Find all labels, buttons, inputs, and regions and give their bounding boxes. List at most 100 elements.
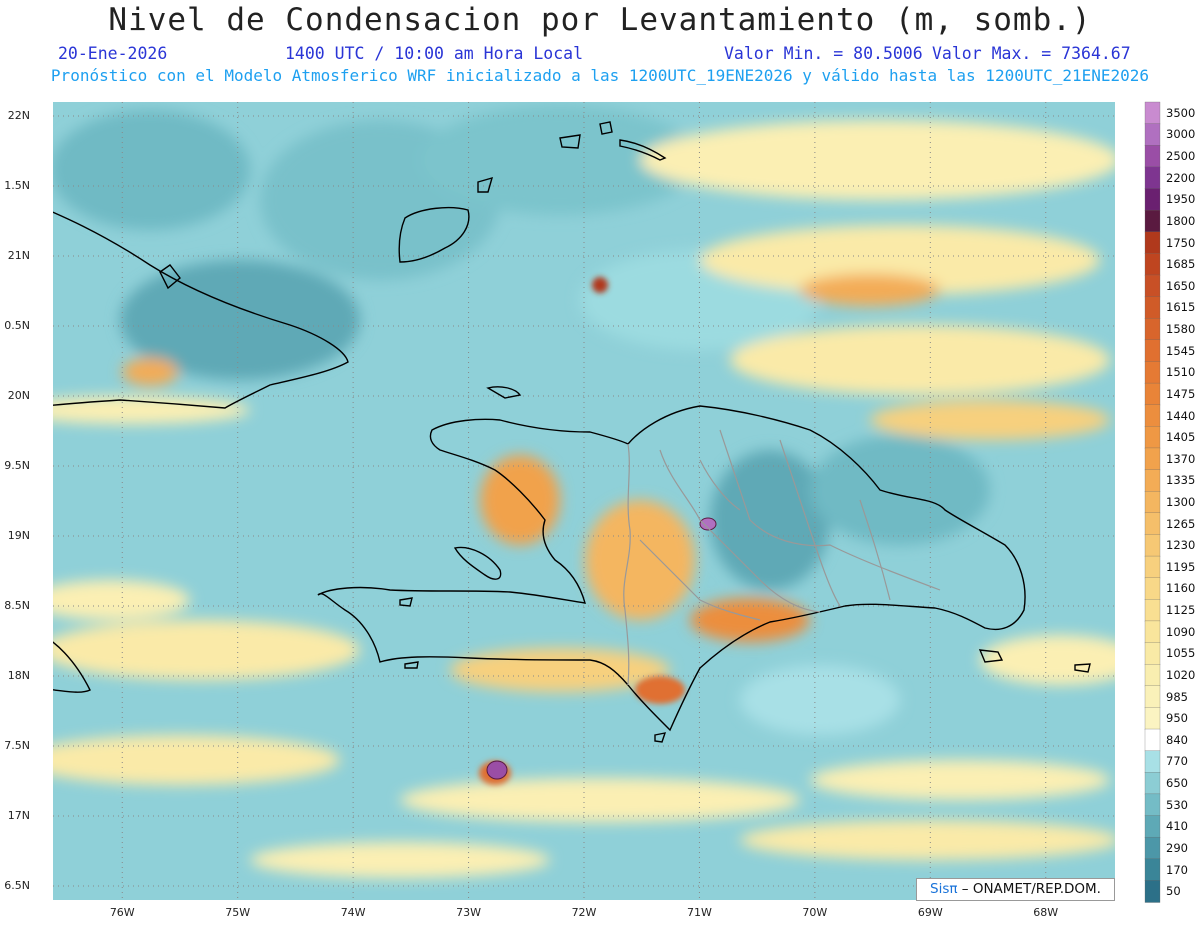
legend-level-label: 650 xyxy=(1166,776,1188,791)
longitude-label: 68W xyxy=(1033,906,1059,919)
legend-swatch xyxy=(1144,685,1161,709)
longitude-label: 74W xyxy=(340,906,366,919)
legend-level-label: 1580 xyxy=(1166,322,1196,337)
legend-swatch xyxy=(1144,880,1161,903)
legend-swatch xyxy=(1144,793,1161,817)
latitude-label: 19N xyxy=(7,529,30,542)
legend-swatch xyxy=(1144,815,1161,838)
legend-level-label: 3500 xyxy=(1166,105,1196,120)
legend-swatch xyxy=(1144,188,1161,211)
legend-level-label: 1615 xyxy=(1166,300,1196,315)
legend-level-label: 2500 xyxy=(1166,149,1196,164)
grid-lines xyxy=(53,102,1115,900)
legend-level-label: 1265 xyxy=(1166,516,1196,531)
valid-date: 20-Ene-2026 xyxy=(58,44,168,63)
color-legend xyxy=(1144,101,1161,903)
longitude-label: 71W xyxy=(686,906,712,919)
latitude-label: 18N xyxy=(7,669,30,682)
legend-swatch xyxy=(1144,361,1161,384)
legend-swatch xyxy=(1144,209,1161,233)
legend-level-label: 1750 xyxy=(1166,235,1196,250)
latitude-label: 20N xyxy=(7,389,30,402)
legend-level-label: 1160 xyxy=(1166,581,1196,596)
coastlines xyxy=(53,121,1091,743)
legend-swatch xyxy=(1144,253,1161,276)
latitude-label: 1.5N xyxy=(4,179,30,192)
legend-swatch xyxy=(1144,469,1161,492)
legend-level-label: 1545 xyxy=(1166,343,1196,358)
legend-level-label: 1020 xyxy=(1166,667,1196,682)
legend-swatch xyxy=(1144,664,1161,687)
legend-level-label: 3000 xyxy=(1166,127,1196,142)
legend-swatch xyxy=(1144,707,1161,730)
latitude-label: 22N xyxy=(7,109,30,122)
credit-org: – ONAMET/REP.DOM. xyxy=(957,881,1101,897)
legend-level-label: 290 xyxy=(1166,840,1188,855)
legend-swatch xyxy=(1144,339,1161,363)
sispi-logo-text: Sisπ xyxy=(930,881,958,897)
legend-swatch xyxy=(1144,101,1161,125)
longitude-label: 70W xyxy=(802,906,828,919)
legend-swatch xyxy=(1144,447,1161,471)
legend-level-label: 1335 xyxy=(1166,473,1196,488)
latitude-label: 21N xyxy=(7,249,30,262)
legend-swatch xyxy=(1144,836,1161,860)
legend-level-label: 770 xyxy=(1166,754,1188,769)
legend-swatch xyxy=(1144,534,1161,557)
lcl-shading xyxy=(53,105,1115,878)
legend-level-label: 1475 xyxy=(1166,386,1196,401)
province-boundaries xyxy=(623,429,941,686)
legend-swatch xyxy=(1144,404,1161,427)
max-value: Valor Max. = 7364.67 xyxy=(932,44,1131,63)
legend-level-label: 1405 xyxy=(1166,430,1196,445)
longitude-label: 76W xyxy=(109,906,135,919)
latitude-label: 0.5N xyxy=(4,319,30,332)
legend-swatch xyxy=(1144,642,1161,665)
latitude-label: 7.5N xyxy=(4,739,30,752)
legend-swatch xyxy=(1144,166,1161,190)
legend-swatch xyxy=(1144,145,1161,168)
legend-level-label: 1650 xyxy=(1166,278,1196,293)
latitude-label: 8.5N xyxy=(4,599,30,612)
legend-swatch xyxy=(1144,123,1161,146)
legend-swatch xyxy=(1144,318,1161,341)
legend-level-label: 1055 xyxy=(1166,646,1196,661)
legend-level-label: 840 xyxy=(1166,732,1188,747)
legend-level-label: 985 xyxy=(1166,689,1188,704)
map-title: Nivel de Condensacion por Levantamiento … xyxy=(108,2,1092,38)
legend-level-label: 50 xyxy=(1166,884,1181,899)
legend-swatch xyxy=(1144,555,1161,579)
legend-level-label: 1440 xyxy=(1166,408,1196,423)
latitude-label: 17N xyxy=(7,809,30,822)
legend-level-label: 530 xyxy=(1166,797,1188,812)
legend-level-label: 1125 xyxy=(1166,603,1196,618)
min-value: Valor Min. = 80.5006 xyxy=(724,44,923,63)
legend-level-label: 1300 xyxy=(1166,495,1196,509)
legend-swatch xyxy=(1144,750,1161,773)
longitude-label: 69W xyxy=(917,906,943,919)
longitude-label: 73W xyxy=(456,906,481,919)
legend-level-label: 1510 xyxy=(1166,365,1196,380)
legend-level-label: 410 xyxy=(1166,819,1188,834)
legend-level-label: 170 xyxy=(1166,862,1188,877)
legend-level-label: 1195 xyxy=(1166,559,1196,574)
legend-swatch xyxy=(1144,296,1161,319)
legend-swatch xyxy=(1144,382,1161,406)
legend-level-label: 1950 xyxy=(1166,192,1196,207)
legend-swatch xyxy=(1144,728,1161,752)
legend-level-label: 1230 xyxy=(1166,538,1196,553)
legend-level-label: 1685 xyxy=(1166,257,1196,272)
legend-level-label: 950 xyxy=(1166,711,1188,726)
longitude-label: 72W xyxy=(571,906,597,919)
forecast-note: Pronóstico con el Modelo Atmosferico WRF… xyxy=(50,66,1150,85)
legend-swatch xyxy=(1144,512,1161,536)
legend-swatch xyxy=(1144,577,1161,600)
legend-swatch xyxy=(1144,858,1161,882)
legend-swatch xyxy=(1144,620,1161,644)
legend-level-label: 2200 xyxy=(1166,170,1196,185)
latitude-label: 6.5N xyxy=(4,879,30,892)
legend-level-label: 1370 xyxy=(1166,451,1196,466)
legend-swatch xyxy=(1144,274,1161,298)
valid-time: 1400 UTC / 10:00 am Hora Local xyxy=(285,44,584,63)
